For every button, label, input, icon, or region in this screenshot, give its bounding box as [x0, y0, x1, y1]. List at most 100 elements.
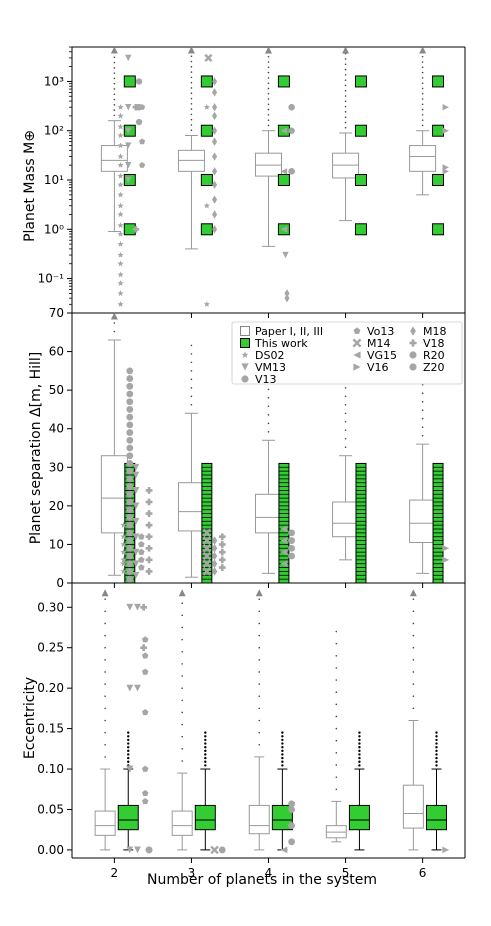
- lit-point-circle: [288, 800, 296, 808]
- outlier-dot: [344, 63, 347, 66]
- this-work-marker: [432, 75, 445, 88]
- outlier-dot: [267, 61, 270, 63]
- this-work-box-box: [348, 804, 370, 831]
- lit-point-triangle_left: [280, 525, 288, 533]
- this-work-marker: [200, 174, 213, 186]
- xtick-label: 2: [111, 866, 119, 880]
- this-work-marker: [277, 75, 290, 88]
- lit-point-plus: [132, 226, 140, 233]
- this-work-outlier: [435, 756, 438, 760]
- this-work-outlier: [204, 738, 207, 742]
- outlier-dot: [104, 683, 106, 685]
- legend-marker-x: [352, 338, 362, 348]
- this-work-outlier: [281, 745, 284, 749]
- lit-point-plus: [145, 521, 153, 529]
- this-work-outlier: [204, 756, 207, 760]
- outlier-dot: [190, 55, 193, 58]
- legend-marker-star: [241, 351, 249, 358]
- this-work-outlier: [358, 749, 361, 753]
- this-work-outlier: [435, 731, 438, 734]
- overflow-marker: [178, 589, 186, 597]
- outlier-dot: [267, 92, 270, 95]
- lit-point-triangle_left: [280, 560, 288, 568]
- outlier-dot: [190, 108, 193, 110]
- this-work-marker: [200, 75, 213, 88]
- overflow-marker: [110, 312, 118, 320]
- lit-point-triangle_down: [134, 603, 141, 611]
- lit-point-pentagon: [141, 797, 149, 805]
- this-work-marker: [432, 223, 445, 236]
- lit-point-circle: [126, 552, 134, 560]
- outlier-dot: [104, 756, 106, 758]
- lit-point-star: [117, 181, 124, 188]
- lit-point-x: [202, 559, 212, 568]
- lit-point-circle: [126, 436, 134, 444]
- lit-point-circle: [288, 822, 296, 830]
- lit-point-pentagon: [138, 533, 145, 540]
- this-work-outlier: [358, 753, 361, 756]
- outlier-dot: [421, 434, 424, 437]
- lit-point-star: [117, 161, 124, 168]
- outlier-dot: [267, 77, 270, 79]
- outlier-dot: [335, 630, 338, 633]
- lit-point-triangle_left: [280, 537, 288, 544]
- overflow-marker: [419, 46, 427, 54]
- outlier-dot: [181, 711, 183, 714]
- outlier-dot: [190, 370, 193, 372]
- outlier-dot: [104, 659, 106, 661]
- outlier-dot: [190, 378, 193, 381]
- legend-marker-triangle_right: [353, 363, 361, 371]
- ytick-label: 50: [49, 383, 64, 397]
- lit-point-star: [117, 280, 124, 286]
- outlier-dot: [181, 735, 183, 738]
- lit-point-circle: [145, 846, 153, 854]
- lit-point-star: [117, 112, 124, 119]
- paper-box-box: [409, 145, 437, 172]
- lit-point-star: [117, 211, 124, 218]
- outlier-dot: [190, 66, 193, 68]
- outlier-dot: [267, 82, 270, 84]
- lit-point-pentagon: [141, 765, 149, 772]
- lit-point-circle: [288, 552, 296, 560]
- outlier-dot: [421, 98, 424, 100]
- outlier-dot: [190, 81, 193, 84]
- outlier-dot: [190, 60, 193, 63]
- outlier-dot: [421, 71, 424, 74]
- this-work-outlier: [281, 753, 284, 756]
- overflow-marker: [110, 46, 118, 54]
- lit-point-triangle_left: [280, 168, 288, 175]
- lit-point-plus: [218, 541, 226, 548]
- outlier-dot: [113, 109, 116, 111]
- outlier-dot: [113, 77, 116, 80]
- outlier-dot: [412, 646, 415, 649]
- lit-point-circle: [126, 529, 134, 537]
- outlier-dot: [181, 638, 183, 641]
- legend-marker-triangle_down: [241, 363, 249, 371]
- paper-box-box: [255, 152, 282, 177]
- lit-point-diamond: [284, 294, 290, 303]
- outlier-dot: [190, 129, 193, 132]
- lit-point-diamond: [211, 167, 218, 176]
- lit-point-circle: [126, 560, 134, 568]
- outlier-dot: [258, 634, 261, 637]
- lit-point-circle: [288, 544, 296, 552]
- ytick-label: 0.10: [37, 762, 64, 776]
- outlier-dot: [335, 642, 338, 645]
- legend-label: Z20: [423, 361, 445, 374]
- legend-marker-circle: [409, 363, 417, 371]
- lit-point-x: [204, 53, 213, 62]
- outlier-dot: [258, 683, 261, 685]
- outlier-dot: [421, 87, 424, 90]
- lit-point-triangle_right: [442, 104, 449, 111]
- lit-point-star: [120, 556, 127, 563]
- paper-box-box: [248, 804, 270, 835]
- lit-point-circle: [126, 498, 134, 506]
- this-work-outlier: [358, 738, 361, 742]
- outlier-dot: [344, 89, 347, 92]
- legend-label: VG15: [367, 349, 397, 362]
- ytick-label: 0.15: [37, 722, 64, 736]
- outlier-dot: [335, 727, 338, 730]
- outlier-dot: [104, 719, 106, 722]
- lit-point-pentagon: [141, 652, 149, 659]
- this-work-outlier: [435, 753, 438, 756]
